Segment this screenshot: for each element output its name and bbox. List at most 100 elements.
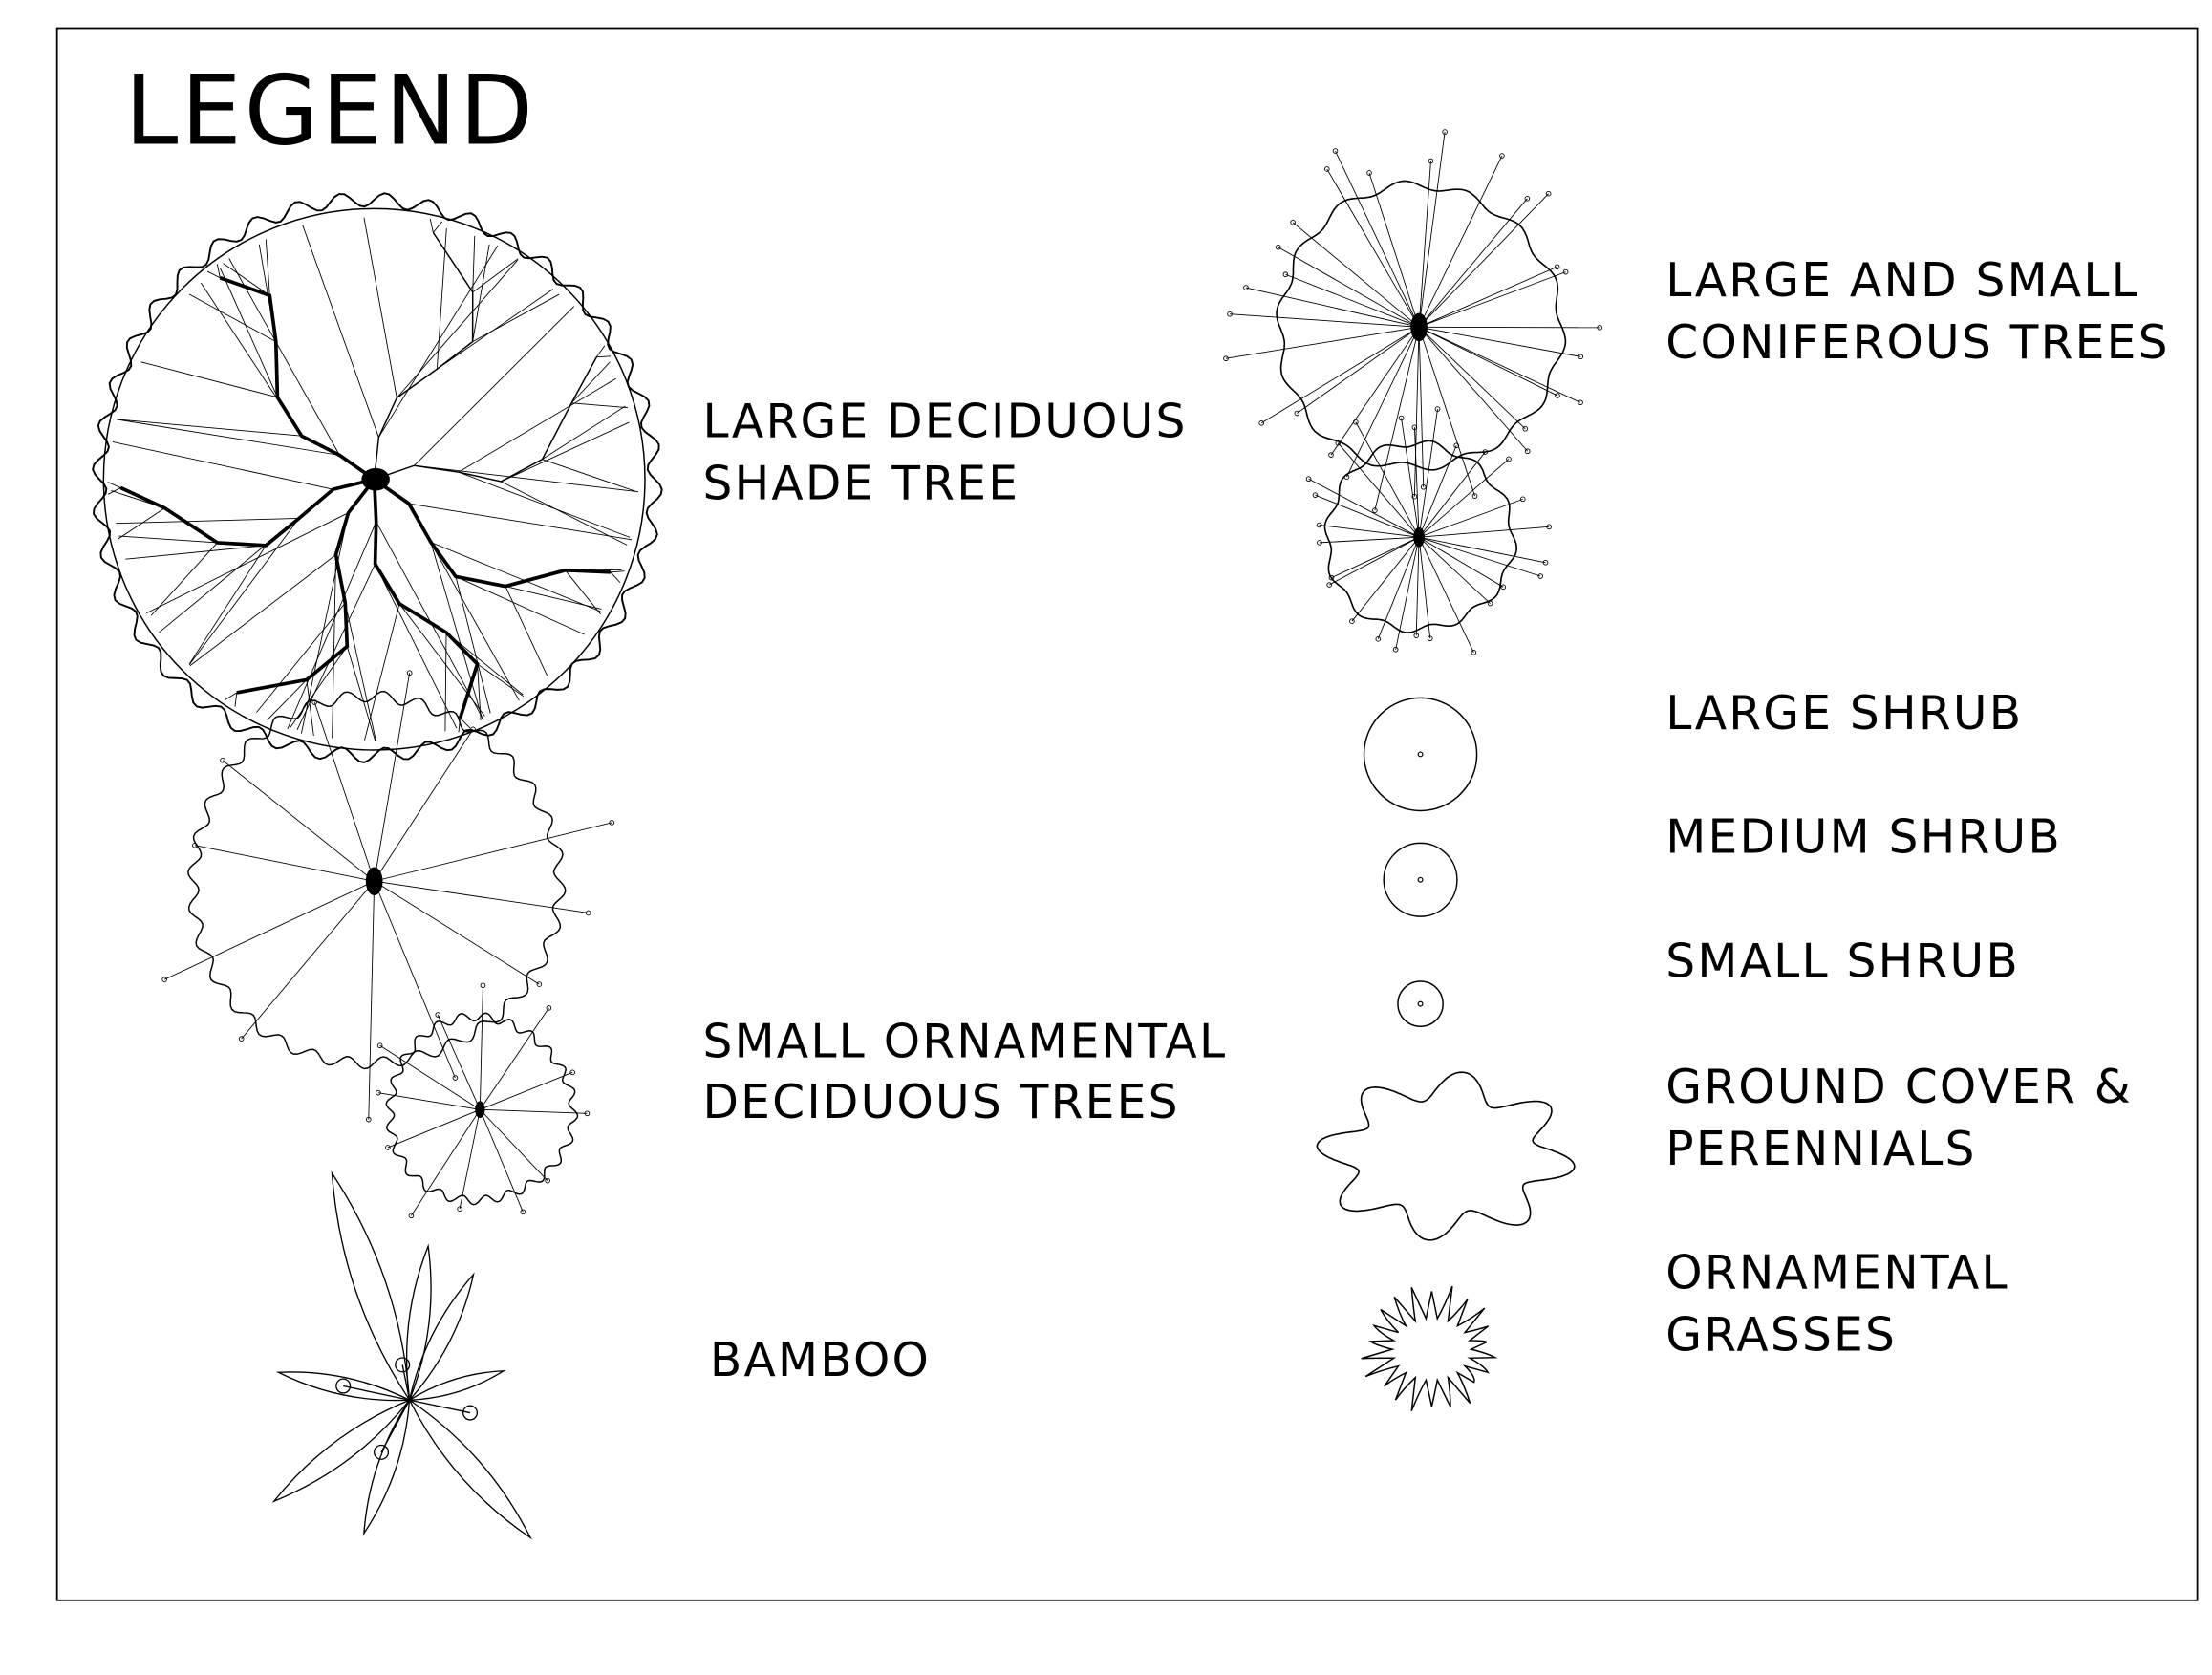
- branch: [117, 507, 165, 540]
- conifer-ray-tip: [1555, 393, 1560, 398]
- branch: [565, 569, 601, 615]
- branch: [224, 692, 238, 701]
- ornamental-ray: [374, 880, 540, 985]
- branch: [296, 564, 376, 731]
- conifer-ray-tip: [1275, 244, 1281, 250]
- conifer-ray-small-tip: [1506, 456, 1512, 462]
- branch: [107, 482, 121, 488]
- shrub: [1383, 842, 1458, 917]
- branch: [188, 545, 267, 665]
- conifer-ray-tip: [1442, 129, 1448, 135]
- conifer-ray-small: [1351, 536, 1420, 622]
- branch: [542, 405, 626, 461]
- conifer-ray-small-tip: [1411, 424, 1418, 431]
- ornamental-ray-small-tip: [545, 1177, 550, 1184]
- ornamental-ray-small-tip: [376, 1042, 383, 1049]
- conifer-ray-small-tip: [1305, 476, 1312, 483]
- conifer-ray-small: [1308, 478, 1420, 538]
- conifer-ray-tip: [1420, 484, 1427, 490]
- branch: [265, 239, 270, 296]
- shrub-center: [1417, 751, 1424, 758]
- branch: [455, 576, 585, 635]
- conifer-ray: [1418, 327, 1526, 430]
- legend-title: LEGEND: [124, 55, 535, 167]
- conifer-ray-small: [1418, 536, 1541, 577]
- conifer-trunk: [1410, 312, 1428, 342]
- branch: [188, 518, 300, 666]
- conifer-ray-tip: [1522, 425, 1529, 432]
- ornamental-ray-small: [411, 1109, 481, 1216]
- branch: [414, 306, 575, 466]
- conifer-ray-small: [1418, 536, 1546, 564]
- ornamental-ray-tip: [161, 977, 167, 982]
- ornamental-ray-small: [459, 1109, 481, 1210]
- conifer-ray-small: [1418, 536, 1491, 604]
- conifer-ray-small: [1419, 526, 1550, 538]
- shrub: [1363, 697, 1478, 812]
- conifer-ray-small: [1418, 537, 1431, 639]
- branch: [505, 586, 548, 676]
- conifer-ray: [1285, 273, 1420, 328]
- branch: [145, 512, 349, 614]
- conifer-ray-small-tip: [1335, 440, 1342, 446]
- ornamental-ray: [368, 881, 376, 1120]
- symbol-label: SHADE TREE: [702, 457, 1020, 510]
- conifer-ray: [1418, 198, 1528, 328]
- ornamental-ray-small: [479, 985, 483, 1110]
- branch: [570, 361, 611, 404]
- conifer-ray-tip: [1366, 170, 1372, 176]
- shade-tree-outline: [102, 207, 646, 751]
- branch: [189, 554, 336, 667]
- conifer-ray-small-tip: [1392, 646, 1399, 653]
- conifer-ray-small: [1413, 427, 1420, 538]
- conifer-ray-small-tip: [1427, 635, 1433, 642]
- bamboo-leaf: [407, 1398, 532, 1540]
- conifer-ray-small-tip: [1312, 492, 1319, 498]
- ground-cover: [1316, 1071, 1576, 1241]
- conifer-ray-tip: [1290, 219, 1296, 225]
- conifer-ray: [1418, 132, 1446, 328]
- conifer-ray: [1374, 327, 1420, 511]
- shrub-center: [1417, 1000, 1424, 1007]
- conifer-ray: [1419, 326, 1581, 357]
- symbol-label: MEDIUM SHRUB: [1665, 811, 2062, 865]
- shrub: [1397, 980, 1444, 1027]
- conifer-ray-small: [1331, 536, 1420, 579]
- ornamental-ray-tip: [365, 1116, 372, 1123]
- ornamental-canopy: [187, 690, 567, 1070]
- limb: [374, 356, 598, 483]
- conifer-ray-tip: [1545, 190, 1552, 197]
- branch: [472, 293, 560, 343]
- branch: [436, 228, 447, 370]
- branch: [118, 535, 218, 544]
- branch: [220, 268, 278, 397]
- symbol-label: LARGE AND SMALL: [1665, 254, 2139, 308]
- branch: [398, 603, 485, 717]
- ornamental-ray-small: [479, 1007, 549, 1110]
- branch: [460, 718, 471, 729]
- bamboo-leaf: [275, 1371, 413, 1402]
- ornamental-ray-tip: [192, 842, 198, 848]
- symbol-label: SMALL ORNAMENTAL: [702, 1016, 1227, 1069]
- ornamental-ray-small-tip: [520, 1209, 526, 1215]
- ornamental-ray-small: [480, 1108, 548, 1181]
- conifer-ray: [1346, 327, 1420, 478]
- limb: [372, 479, 480, 719]
- limb: [219, 275, 376, 482]
- symbol-label: ORNAMENTAL: [1665, 1247, 2009, 1300]
- conifer-ray-tip: [1499, 153, 1505, 159]
- branch: [596, 355, 612, 358]
- branch: [107, 487, 121, 495]
- conifer-ray-small: [1401, 418, 1420, 538]
- ornamental-ray-small: [379, 1044, 481, 1110]
- ornamental-ray-tip: [452, 1075, 459, 1081]
- ornamental-ray: [313, 701, 376, 882]
- branch: [472, 235, 476, 292]
- limb: [119, 477, 376, 548]
- conifer-ray-small: [1377, 537, 1420, 639]
- symbol-label: GRASSES: [1665, 1309, 1897, 1363]
- conifer-ray-small: [1355, 421, 1420, 538]
- branch: [364, 603, 400, 741]
- conifer-ray-small: [1415, 537, 1420, 636]
- bamboo-cane-end: [462, 1405, 479, 1421]
